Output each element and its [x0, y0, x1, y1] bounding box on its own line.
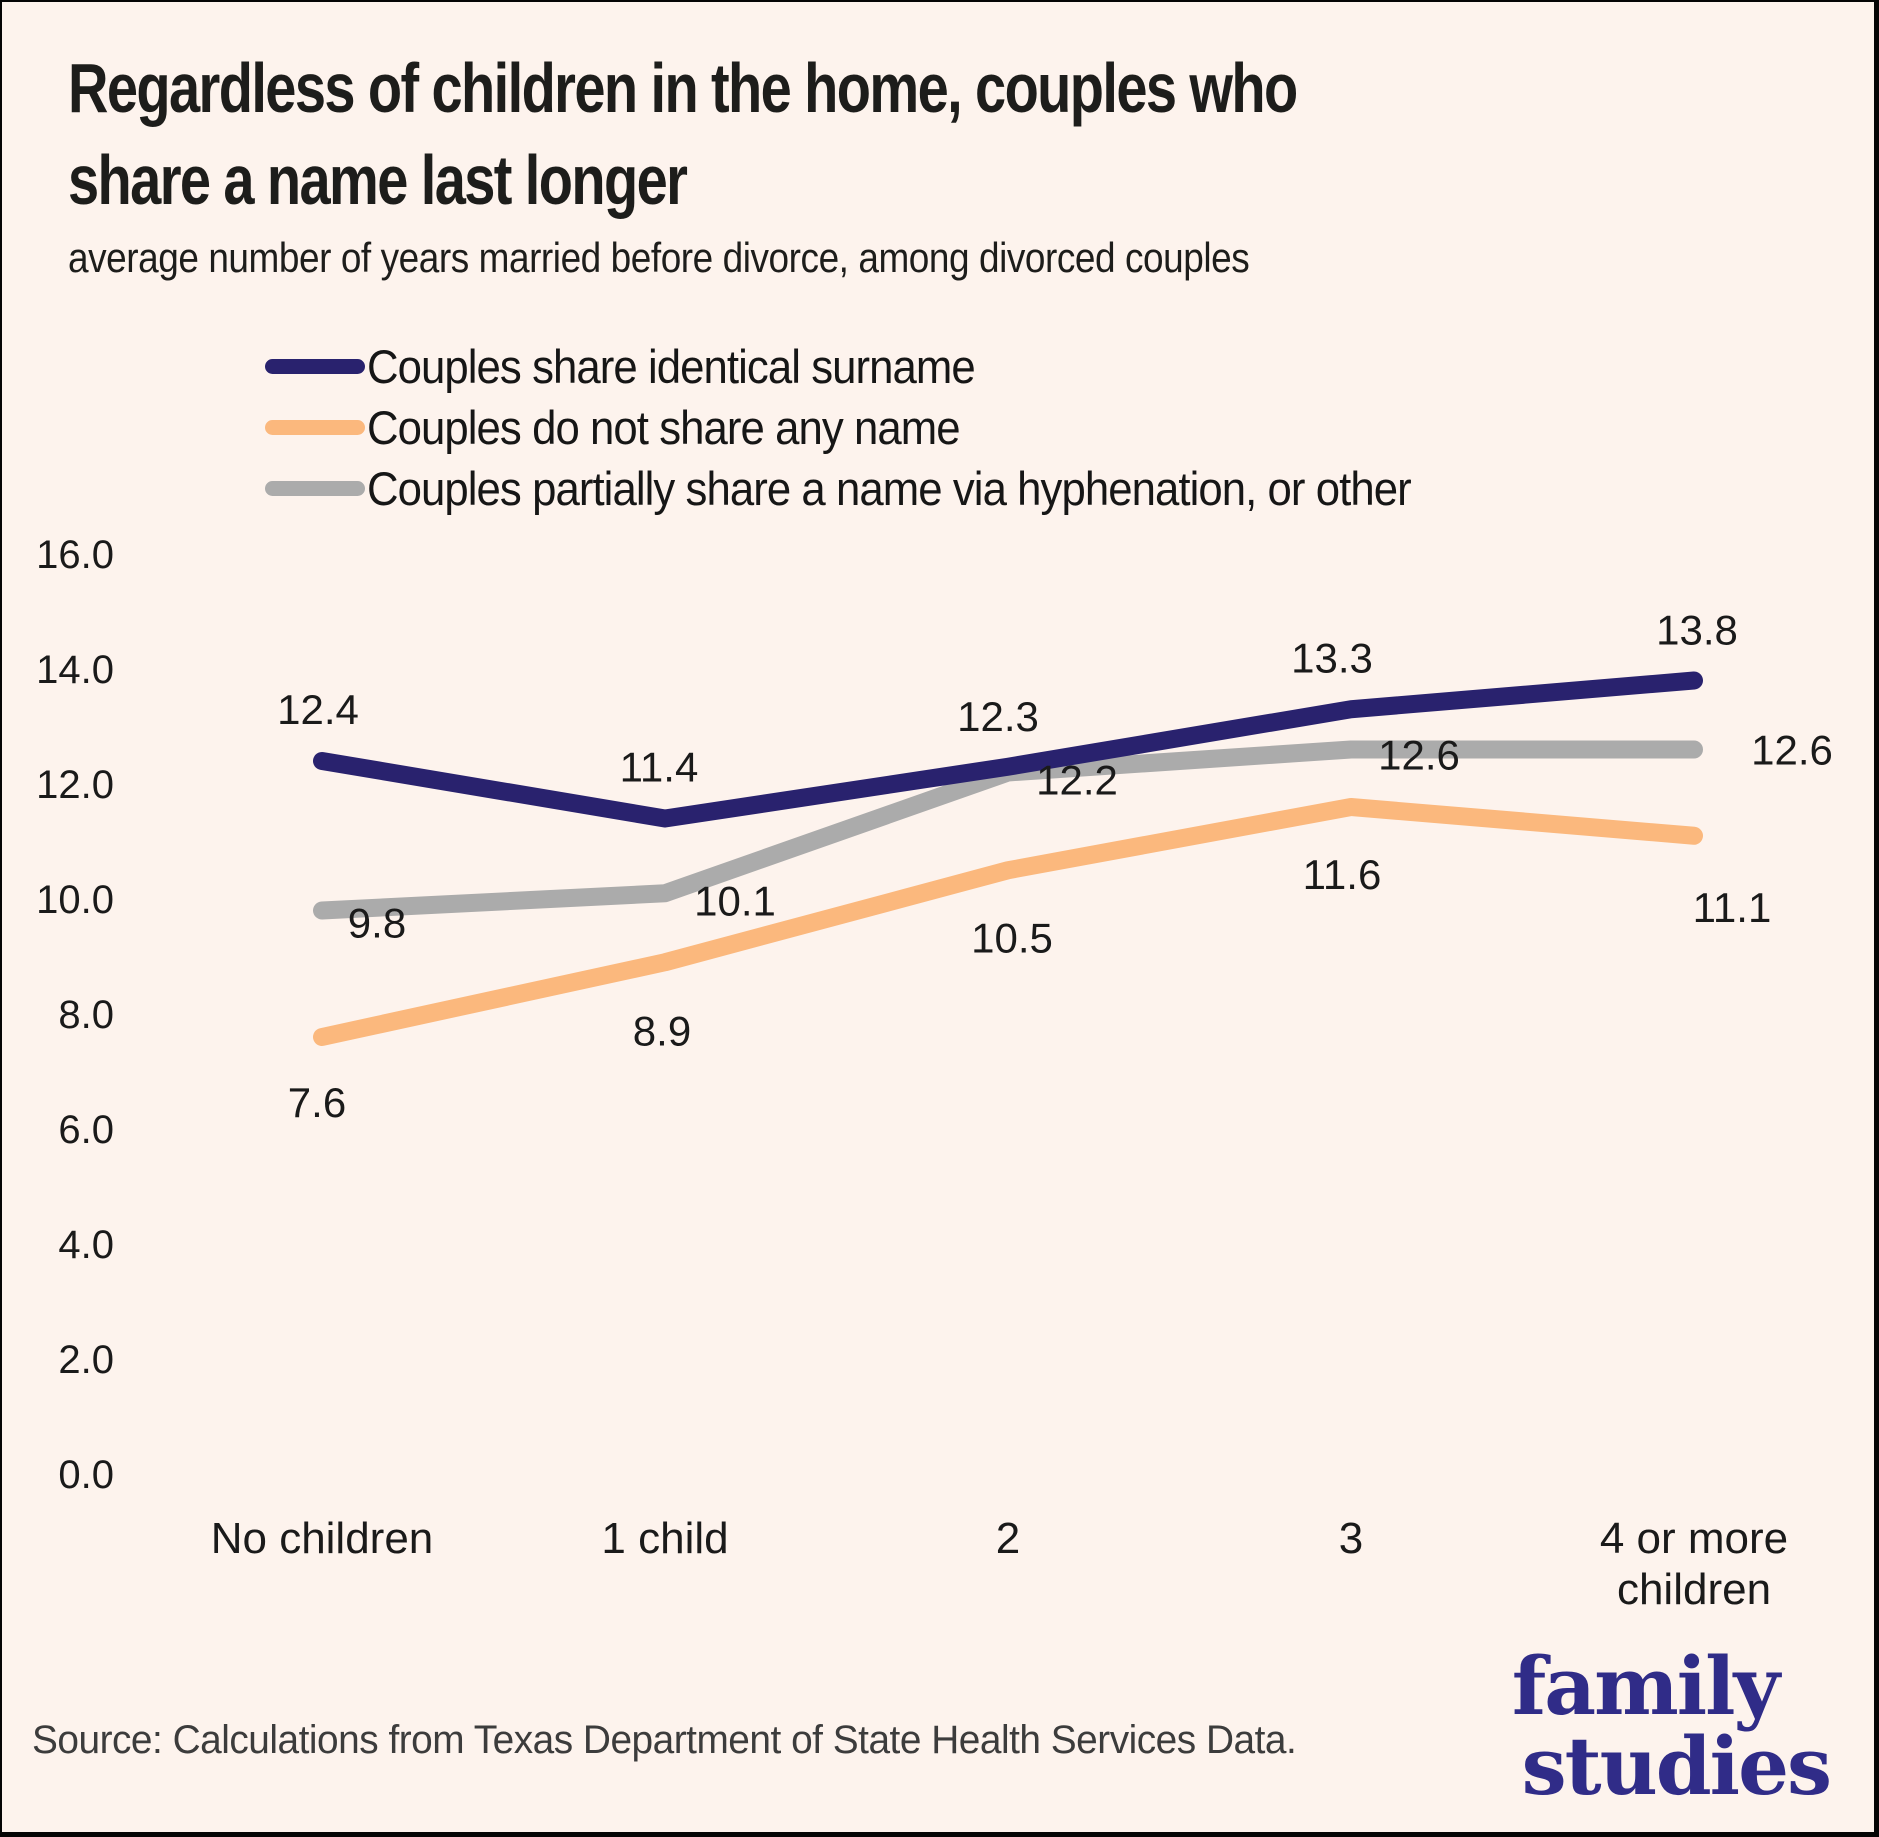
- legend-item-2: Couples partially share a name via hyphe…: [265, 458, 1489, 519]
- chart-title-line1: Regardless of children in the home, coup…: [68, 49, 1298, 127]
- x-axis-label: 2: [996, 1514, 1020, 1563]
- y-tick-label: 2.0: [58, 1338, 114, 1382]
- y-tick-label: 16.0: [36, 533, 114, 577]
- y-tick-label: 14.0: [36, 648, 114, 692]
- data-label: 10.1: [694, 877, 776, 924]
- y-tick-label: 6.0: [58, 1108, 114, 1152]
- chart-title-line2: share a name last longer: [68, 141, 688, 219]
- legend-label: Couples do not share any name: [367, 401, 961, 454]
- chart-subtitle: average number of years married before d…: [68, 234, 1250, 281]
- x-axis-label: No children: [211, 1514, 434, 1563]
- data-label: 12.3: [957, 693, 1039, 740]
- y-tick-label: 8.0: [58, 993, 114, 1037]
- series-line-1: [313, 798, 1703, 1046]
- legend-label: Couples partially share a name via hyphe…: [367, 462, 1412, 515]
- source-note: Source: Calculations from Texas Departme…: [32, 1718, 1297, 1762]
- data-label: 9.8: [348, 900, 406, 947]
- legend: Couples share identical surname Couples d…: [265, 336, 1489, 519]
- family-studies-logo: family studies: [1511, 1639, 1832, 1813]
- data-label: 10.5: [971, 914, 1053, 961]
- x-axis-label: 3: [1339, 1514, 1363, 1563]
- legend-label: Couples share identical surname: [367, 340, 976, 393]
- data-label: 12.6: [1751, 727, 1833, 774]
- x-axis-label: 1 child: [601, 1514, 728, 1563]
- data-label: 11.6: [1303, 851, 1382, 898]
- data-label: 11.1: [1693, 884, 1772, 931]
- data-label: 11.4: [620, 744, 699, 791]
- y-tick-label: 12.0: [36, 763, 114, 807]
- legend-item-1: Couples do not share any name: [265, 397, 1489, 458]
- legend-swatch-icon: [265, 359, 365, 374]
- x-axis-label: 4 or more: [1600, 1514, 1788, 1563]
- data-label: 7.6: [288, 1079, 346, 1126]
- logo-line2: studies: [1521, 1719, 1832, 1813]
- data-label: 13.8: [1656, 607, 1738, 654]
- data-label: 12.2: [1036, 757, 1118, 804]
- legend-swatch-icon: [265, 481, 365, 496]
- data-label: 13.3: [1291, 634, 1373, 681]
- x-axis-label: children: [1617, 1565, 1771, 1614]
- y-tick-label: 0.0: [58, 1453, 114, 1497]
- series-line-0: [313, 671, 1703, 828]
- data-label: 12.6: [1378, 732, 1460, 779]
- chart-title: Regardless of children in the home, coup…: [68, 42, 1298, 226]
- logo-line1: family: [1511, 1639, 1780, 1733]
- legend-item-0: Couples share identical surname: [265, 336, 1489, 397]
- data-label: 8.9: [633, 1007, 691, 1054]
- legend-swatch-icon: [265, 420, 365, 435]
- y-tick-label: 10.0: [36, 878, 114, 922]
- y-tick-label: 4.0: [58, 1223, 114, 1267]
- data-label: 12.4: [277, 686, 359, 733]
